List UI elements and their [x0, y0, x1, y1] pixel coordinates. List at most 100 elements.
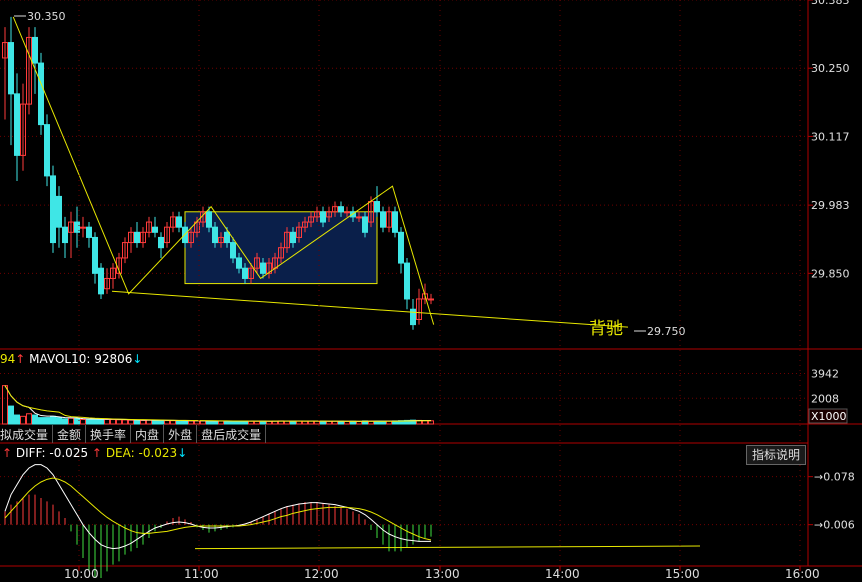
- tab-inner-volume[interactable]: 内盘: [131, 425, 165, 443]
- volume-bar: [266, 420, 272, 425]
- candle-body: [416, 298, 422, 320]
- time-axis-label: 10:00: [64, 567, 99, 581]
- candle-body: [380, 211, 386, 228]
- candle-body: [176, 216, 182, 228]
- candle-body: [392, 211, 398, 233]
- candle-body: [236, 257, 242, 269]
- volume-unit-label: X1000: [811, 410, 847, 423]
- volume-bar: [8, 405, 14, 425]
- price-axis-label: 29.983: [811, 199, 850, 212]
- volume-legend-prefix: 94: [0, 352, 16, 366]
- candle-body: [254, 257, 260, 269]
- candle-body: [56, 195, 62, 228]
- volume-bar: [428, 420, 434, 425]
- candle-body: [146, 221, 152, 233]
- diff-up-arrow-icon: ↑: [2, 446, 13, 460]
- volume-bar: [62, 418, 68, 425]
- candle-body: [122, 242, 128, 259]
- candle-body: [14, 93, 20, 156]
- candle-body: [230, 242, 236, 259]
- volume-bar: [224, 420, 230, 425]
- volume-bar: [38, 417, 44, 425]
- candle-body: [374, 201, 380, 213]
- dea-up-arrow-icon: ↑: [91, 446, 102, 460]
- candle-body: [302, 221, 308, 228]
- time-axis-label: 14:00: [545, 567, 580, 581]
- candle-body: [170, 216, 176, 228]
- candle-body: [308, 216, 314, 223]
- volume-bar: [68, 417, 74, 425]
- candle-body: [26, 36, 32, 105]
- candle-body: [290, 231, 296, 244]
- volume-bar: [2, 385, 8, 425]
- down-arrow-icon: ↓: [132, 352, 143, 366]
- candle-body: [218, 236, 224, 244]
- candle-body: [284, 231, 290, 249]
- indicator-help-button[interactable]: 指标说明: [746, 445, 806, 465]
- volume-axis-label: 3942: [811, 368, 839, 381]
- volume-bar: [32, 414, 38, 425]
- volume-bar: [74, 418, 80, 425]
- high-marker-label: 30.350: [27, 10, 66, 23]
- candle-body: [326, 211, 332, 218]
- diff-line: [4, 464, 431, 550]
- candle-body: [332, 206, 338, 213]
- divergence-trendline: [111, 290, 629, 328]
- volume-bar: [176, 420, 182, 425]
- macd-legend: ↑ DIFF: -0.025 ↑ DEA: -0.023↓: [2, 446, 187, 460]
- dea-down-arrow-icon: ↓: [177, 446, 188, 460]
- volume-bar: [92, 418, 98, 425]
- tab-outer-volume[interactable]: 外盘: [164, 425, 198, 443]
- time-axis-label: 11:00: [184, 567, 219, 581]
- candle-body: [92, 236, 98, 274]
- candle-body: [188, 231, 194, 244]
- volume-bar: [326, 420, 332, 425]
- macd-axis-label: →0.006: [814, 519, 855, 532]
- candle-body: [44, 124, 50, 177]
- candle-body: [152, 226, 158, 233]
- candle-body: [8, 42, 14, 95]
- tab-after-hours-volume[interactable]: 盘后成交量: [197, 425, 267, 443]
- price-axis-label: 29.850: [811, 267, 850, 280]
- candle-body: [398, 231, 404, 264]
- candle-body: [98, 267, 104, 295]
- candle-body: [80, 226, 86, 229]
- candle-body: [266, 262, 272, 274]
- tab-simulated-volume[interactable]: 拟成交量: [0, 425, 54, 443]
- candle-body: [386, 211, 392, 228]
- candle-body: [338, 206, 344, 213]
- volume-bar: [170, 420, 176, 425]
- tab-amount[interactable]: 金额: [53, 425, 87, 443]
- candle-body: [140, 231, 146, 244]
- unit-box: [808, 408, 848, 424]
- candle-body: [296, 226, 302, 238]
- volume-bar: [122, 419, 128, 425]
- volume-bar: [254, 420, 260, 425]
- volume-bar: [80, 419, 86, 425]
- indicator-tabbar: 拟成交量 金额 换手率 内盘 外盘 盘后成交量: [0, 425, 808, 443]
- volume-bar: [128, 419, 134, 425]
- time-axis-label: 16:00: [785, 567, 820, 581]
- volume-bar: [134, 419, 140, 425]
- candle-body: [62, 226, 68, 244]
- candle-body: [278, 247, 284, 259]
- volume-bar: [320, 420, 326, 425]
- volume-bar: [158, 419, 164, 425]
- volume-bar: [116, 419, 122, 425]
- volume-bar: [14, 414, 20, 425]
- low-marker-label: 29.750: [647, 325, 686, 338]
- candle-body: [410, 308, 416, 326]
- volume-bar: [182, 420, 188, 425]
- candle-body: [224, 231, 230, 244]
- volume-bar: [110, 419, 116, 425]
- candle-body: [404, 262, 410, 300]
- volume-bar: [98, 418, 104, 425]
- macd-divergence-trendline: [194, 545, 701, 550]
- candle-body: [362, 216, 368, 233]
- candle-body: [344, 211, 350, 214]
- volume-bar: [200, 420, 206, 425]
- tab-turnover[interactable]: 换手率: [86, 425, 132, 443]
- candle-body: [20, 103, 26, 156]
- candle-body: [260, 262, 266, 274]
- candle-body: [164, 226, 170, 244]
